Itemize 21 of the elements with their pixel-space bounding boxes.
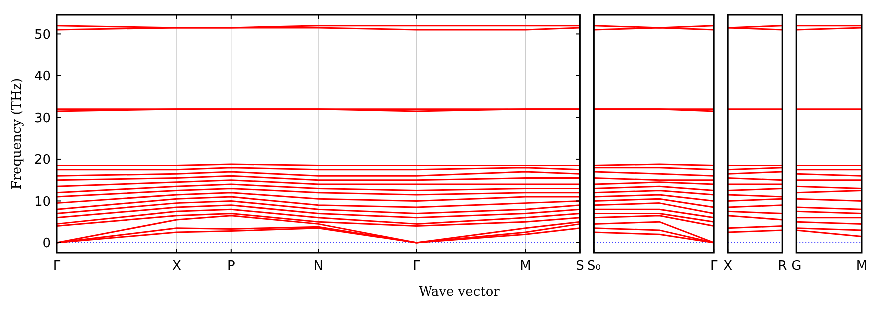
x-tick-label: Γ bbox=[53, 259, 62, 274]
x-tick-label: X bbox=[172, 259, 182, 274]
x-tick-label: M bbox=[520, 259, 532, 274]
y-tick-label: 0 bbox=[42, 236, 51, 252]
x-tick-label: S bbox=[576, 259, 584, 274]
x-axis-title: Wave vector bbox=[419, 285, 501, 300]
y-tick-label: 30 bbox=[34, 111, 51, 126]
x-tick-label: P bbox=[227, 259, 236, 274]
x-tick-label: R bbox=[778, 259, 788, 274]
y-axis-title: Frequency (THz) bbox=[10, 78, 25, 190]
x-tick-label: N bbox=[314, 259, 324, 274]
y-tick-label: 20 bbox=[34, 153, 51, 168]
x-tick-label: S₀ bbox=[587, 259, 601, 274]
y-tick-label: 40 bbox=[34, 70, 51, 85]
y-tick-label: 10 bbox=[34, 194, 51, 210]
x-tick-label: Γ bbox=[413, 259, 422, 274]
y-tick-label: 50 bbox=[34, 28, 51, 43]
x-tick-label: M bbox=[856, 259, 868, 274]
x-tick-label: Γ bbox=[710, 259, 718, 274]
x-tick-label: X bbox=[724, 259, 733, 274]
x-tick-label: G bbox=[792, 259, 802, 274]
